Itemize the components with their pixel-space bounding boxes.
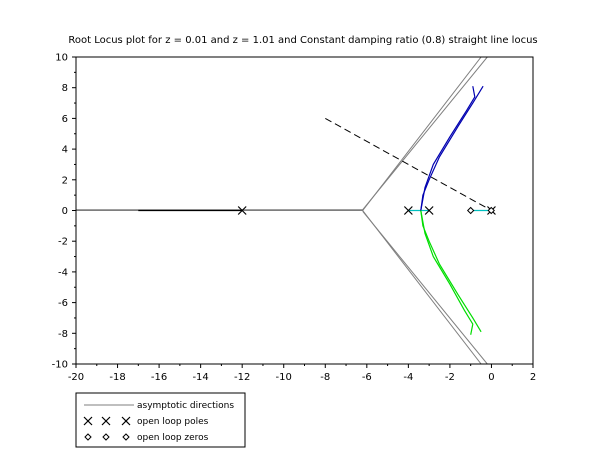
damping-line-line-11 (325, 117, 492, 211)
pole-marker-2 (424, 206, 434, 215)
plot-area (76, 57, 496, 364)
y-tick-label-6: 2 (62, 175, 68, 186)
y-tick-label-10: 10 (55, 53, 68, 64)
y-tick-label-3: -4 (58, 267, 68, 278)
x-tick-label-11: 2 (530, 372, 536, 383)
y-tick-label-8: 6 (62, 114, 68, 125)
y-tick-label-5: 0 (62, 206, 68, 217)
legend-swatch-1-1 (101, 416, 111, 426)
zero-marker-1 (487, 206, 495, 215)
x-tick-label-5: -10 (276, 372, 292, 383)
x-tick-label-0: -20 (68, 372, 84, 383)
locus-line-8 (420, 86, 476, 211)
locus-line-7 (420, 85, 484, 211)
legend-swatch-1-0-stroke-b (83, 416, 93, 426)
pole-marker-0-stroke-b (237, 206, 247, 215)
legend: asymptotic directions open loop poles open… (75, 392, 246, 448)
legend-label-0: asymptotic directions (137, 401, 234, 411)
pole-marker-2-stroke-b (424, 206, 434, 215)
legend-swatch-1-2-stroke-b (121, 416, 131, 426)
legend-swatch-1-1-stroke-b (101, 416, 111, 426)
locus-line-9 (420, 210, 482, 333)
x-tick-label-10: 0 (488, 372, 494, 383)
legend-swatch-2-1 (102, 433, 110, 441)
x-tick-label-3: -14 (192, 372, 208, 383)
y-tick-label-4: -2 (58, 237, 68, 248)
pole-marker-0 (237, 206, 247, 215)
locus-line-10 (420, 210, 474, 335)
x-tick-label-2: -16 (151, 372, 167, 383)
pole-marker-1-stroke-b (403, 206, 413, 215)
axes: -20 -18 -16 -14 -12 -10 -8 -6 -4 -2 0 2-10-8-6-4-20… (52, 53, 537, 384)
legend-label-1: open loop poles (137, 417, 209, 427)
legend-swatch-2-2 (122, 433, 130, 441)
y-tick-label-2: -6 (58, 298, 68, 309)
x-tick-label-9: -2 (445, 372, 455, 383)
asymptote-line-3 (362, 210, 488, 364)
legend-swatch-1-2 (121, 416, 131, 426)
x-tick-label-1: -18 (109, 372, 125, 383)
asymptote-line-0 (76, 57, 482, 211)
legend-label-2: open loop zeros (137, 433, 209, 443)
y-tick-label-1: -8 (58, 329, 68, 340)
y-tick-label-7: 4 (62, 145, 68, 156)
legend-swatch-2-0 (84, 433, 92, 441)
y-tick-label-0: -10 (52, 360, 68, 371)
x-tick-label-7: -6 (362, 372, 372, 383)
asymptote-line-1 (76, 57, 488, 211)
legend-swatch-1-0 (83, 416, 93, 426)
pole-marker-1 (403, 206, 413, 215)
x-tick-label-8: -4 (403, 372, 413, 383)
chart-title: Root Locus plot for z = 0.01 and z = 1.0… (68, 35, 537, 46)
x-tick-label-4: -12 (234, 372, 250, 383)
y-tick-label-9: 8 (62, 83, 68, 94)
zero-marker-0 (466, 206, 475, 215)
x-tick-label-6: -8 (320, 372, 330, 383)
